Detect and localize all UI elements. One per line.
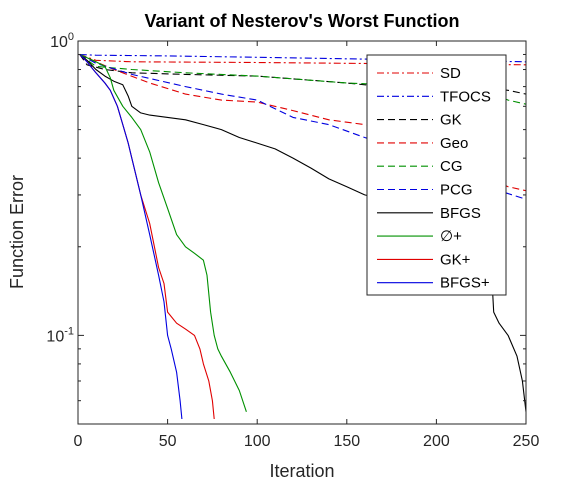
y-axis-label: Function Error [7,175,27,289]
y-tick-label-0: 10-1 [46,325,74,345]
legend-label-6: BFGS [440,205,481,222]
x-tick-label-3: 150 [333,433,360,450]
plot-frame [77,40,527,425]
x-tick-label-1: 50 [159,433,177,450]
x-tick-label-4: 200 [423,433,450,450]
x-tick-label-0: 0 [74,433,83,450]
legend-label-8: GK+ [440,251,471,268]
legend-label-4: CG [440,158,463,175]
x-axis-label: Iteration [269,461,334,481]
y-tick-label-1: 100 [50,31,74,51]
legend-box [366,54,507,296]
legend: SD TFOCS GK Geo CG PCG BFGS ∅+ GK+ BFGS+ [366,54,507,296]
legend-label-9: BFGS+ [440,275,490,292]
legend-label-0: SD [440,65,461,82]
series-line-0 [79,53,526,66]
series-line-7 [79,53,247,412]
x-tick-label-2: 100 [244,433,271,450]
series-line-5 [79,54,526,200]
chart-title: Variant of Nesterov's Worst Function [145,11,460,31]
legend-label-5: PCG [440,182,473,199]
series-line-4 [79,54,526,105]
legend-label-7: ∅+ [440,228,462,245]
x-tick-label-5: 250 [513,433,540,450]
legend-label-2: GK [440,112,462,129]
y-axis-ticks: 10-1 100 [46,31,526,425]
legend-label-1: TFOCS [440,88,491,105]
x-axis-ticks: 0 50 100 150 200 250 [74,41,540,450]
series-line-9 [79,54,183,420]
legend-label-3: Geo [440,135,468,152]
